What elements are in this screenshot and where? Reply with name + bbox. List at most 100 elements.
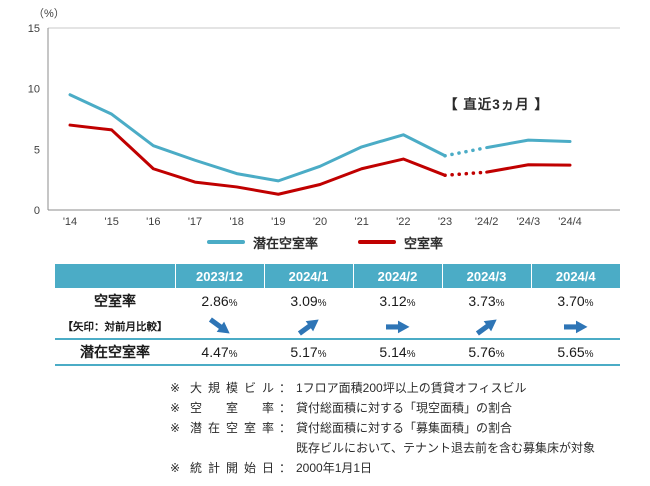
arrow-cell [442,314,531,339]
footnote-separator: ： [278,421,291,435]
reference-mark: ※ [170,421,181,435]
trend-arrow-icon [385,320,410,334]
table-col-header: 2023/12 [175,264,265,288]
percent-sign: % [584,349,594,360]
percent-sign: % [406,298,416,309]
legend-item-potential-vacancy: 潜在空室率 [206,233,318,252]
footnote-text: 貸付総面積に対する「現空面積」の割合 [296,401,513,415]
trend-arrow-icon [205,314,233,340]
percent-sign: % [228,349,238,360]
percent-sign: % [495,298,505,309]
table-header-row: 2023/12 2024/1 2024/2 2024/3 2024/4 [55,264,620,288]
arrow-cell [353,314,442,340]
vacancy-row-label: 空室率 [94,293,136,309]
percent-sign: % [495,349,505,360]
vacancy-rate-row: 空室率 2.86% 3.09% 3.12% 3.73% 3.70% [55,288,620,314]
footnote-separator: ： [278,381,291,395]
potential-vacancy-rate-row: 潜在空室率 4.47% 5.17% 5.14% 5.76% 5.65% [55,339,620,366]
chart-legend: 潜在空室率 空室率 [0,230,650,254]
footnote-label: 大規模ビル [190,381,274,395]
value-number: 5.65 [557,344,585,360]
vacancy-value-cell: 3.73% [442,288,531,314]
value-number: 2.86 [201,293,229,309]
legend-item-vacancy: 空室率 [358,233,443,252]
line-chart-canvas: 0 5 10 15 '14 '15 '16 '17 '18 '19 '20 '21 '22 '23 '24/… [28,23,620,228]
svg-text:'14: '14 [63,216,77,228]
arrow-cell [531,314,620,340]
table-corner-cell [55,264,176,288]
svg-text:5: 5 [34,144,40,156]
value-number: 5.14 [379,344,407,360]
footnote-label: 統計開始日 [190,461,274,475]
value-number: 3.12 [379,293,407,309]
svg-text:'17: '17 [188,216,202,228]
vacancy-value-cell: 3.70% [531,288,620,314]
potential-value-cell: 5.65% [531,339,620,366]
footnote-statistics-start: ※ 統計開始日 ： 2000年1月1日 [170,458,650,478]
trend-arrow-icon [294,314,322,340]
table-col-header: 2024/4 [531,264,620,288]
table-col-header: 2024/1 [264,264,354,288]
reference-mark: ※ [170,381,181,395]
y-axis-unit-label: （%） [33,8,65,20]
value-number: 3.73 [468,293,496,309]
table-col-header: 2024/2 [353,264,443,288]
trend-arrow-icon [472,314,500,340]
month-over-month-arrow-row: 【矢印：対前月比較】 [55,314,620,339]
arrow-cell [175,314,264,339]
potential-value-cell: 4.47% [175,339,264,366]
footnote-potential-vacancy-rate: ※ 潜在空室率 ： 貸付総面積に対する「募集面積」の割合 [170,418,650,438]
vacancy-value-cell: 2.86% [175,288,264,314]
arrow-cell [264,314,353,339]
svg-text:'15: '15 [104,216,118,228]
reference-mark: ※ [170,401,181,415]
footnote-vacancy-rate: ※ 空室率 ： 貸付総面積に対する「現空面積」の割合 [170,398,650,418]
svg-text:'21: '21 [354,216,368,228]
svg-text:'23: '23 [438,216,452,228]
monthly-rate-table: 2023/12 2024/1 2024/2 2024/3 2024/4 空室率 … [55,264,620,366]
potential-value-cell: 5.17% [264,339,353,366]
footnote-text: 貸付総面積に対する「募集面積」の割合 [296,421,513,435]
recent-3-months-label: 【 直近3ヵ月 】 [444,97,550,112]
vacancy-value-cell: 3.12% [353,288,442,314]
legend-label-vacancy: 空室率 [404,235,444,251]
svg-text:'16: '16 [146,216,160,228]
svg-text:'24/2: '24/2 [475,216,499,228]
svg-text:'22: '22 [396,216,410,228]
percent-sign: % [317,349,327,360]
footnote-label: 空室率 [190,401,274,415]
svg-text:'18: '18 [229,216,243,228]
legend-label-potential: 潜在空室率 [252,235,318,251]
potential-value-cell: 5.14% [353,339,442,366]
footnote-text: 2000年1月1日 [296,461,373,475]
svg-text:0: 0 [34,205,40,217]
reference-mark: ※ [170,461,181,475]
svg-text:10: 10 [28,84,40,96]
footnote-large-building: ※ 大規模ビル ： 1フロア面積200坪以上の賃貸オフィスビル [170,378,650,398]
arrow-row-label: 【矢印：対前月比較】 [55,314,175,340]
footnote-label: 潜在空室率 [190,421,274,435]
value-number: 5.17 [290,344,318,360]
footnote-separator: ： [278,401,291,415]
svg-text:'24/4: '24/4 [558,216,582,228]
value-number: 5.76 [468,344,496,360]
svg-text:'19: '19 [271,216,285,228]
potential-row-label: 潜在空室率 [55,339,175,366]
value-number: 3.70 [557,293,585,309]
potential-value-cell: 5.76% [442,339,531,366]
percent-sign: % [228,298,238,309]
footnote-text: 1フロア面積200坪以上の賃貸オフィスビル [296,381,527,395]
potential-vacancy-line-icon [206,240,245,244]
percent-sign: % [406,349,416,360]
percent-sign: % [584,298,594,309]
table-col-header: 2024/3 [442,264,532,288]
svg-text:15: 15 [28,23,40,35]
vacancy-value-cell: 3.09% [264,288,353,314]
trend-arrow-icon [563,320,588,334]
footnote-separator: ： [278,461,291,475]
svg-text:'24/3: '24/3 [517,216,541,228]
value-number: 4.47 [201,344,229,360]
value-number: 3.09 [290,293,318,309]
footnotes: ※ 大規模ビル ： 1フロア面積200坪以上の賃貸オフィスビル ※ 空室率 ： … [170,378,650,478]
